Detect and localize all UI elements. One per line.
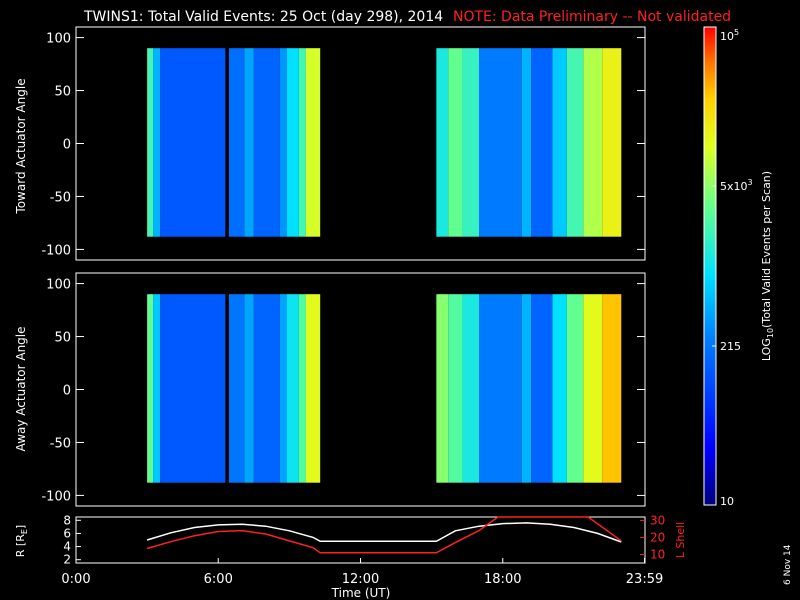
y-tick-label: -100 bbox=[41, 489, 71, 504]
y-axis-ticks: 100 50 0 -50 -100 bbox=[41, 278, 645, 504]
heatmap-column bbox=[298, 48, 306, 237]
y-tick-label: 0 bbox=[63, 384, 71, 399]
x-tick-label: 12:00 bbox=[342, 572, 379, 587]
heatmap-column bbox=[279, 294, 288, 483]
y-tick-label: 30 bbox=[650, 513, 665, 527]
heatmap-column bbox=[479, 48, 522, 237]
heatmap-column bbox=[448, 294, 463, 483]
left-y-axis-label: R [RE] bbox=[14, 525, 29, 557]
colorbar-mid-label: 5x103 bbox=[720, 178, 753, 193]
x-axis-ticks: 0:00 6:00 12:00 18:00 23:59 bbox=[61, 558, 663, 587]
heatmap-column bbox=[462, 48, 480, 237]
heatmap-column bbox=[521, 294, 532, 483]
heatmap-column bbox=[298, 294, 306, 483]
x-tick-label: 18:00 bbox=[484, 572, 521, 587]
chart-title: TWINS1: Total Valid Events: 25 Oct (day … bbox=[83, 9, 443, 25]
heatmap-column bbox=[147, 48, 154, 237]
y-axis-label: Away Actuator Angle bbox=[14, 326, 28, 451]
y-tick-label: 10 bbox=[650, 547, 665, 561]
heatmap-column bbox=[602, 48, 622, 237]
y-axis-ticks: 100 50 0 -50 -100 bbox=[41, 32, 645, 258]
heatmap-column bbox=[160, 294, 226, 483]
heatmap-column bbox=[305, 294, 321, 483]
x-tick-label: 0:00 bbox=[61, 572, 90, 587]
heatmap-column bbox=[147, 294, 154, 483]
heatmap-column bbox=[153, 294, 161, 483]
heatmap-column bbox=[305, 48, 321, 237]
y-tick-label: 6 bbox=[63, 526, 71, 540]
y-tick-label: 50 bbox=[54, 331, 71, 346]
radius-line bbox=[146, 522, 622, 543]
date-stamp: 6 Nov 14 bbox=[783, 544, 793, 585]
y-axis-label: Toward Actuator Angle bbox=[14, 78, 28, 214]
y-tick-label: 20 bbox=[650, 530, 665, 544]
y-tick-label: 50 bbox=[54, 85, 71, 100]
y-tick-label: 2 bbox=[63, 553, 71, 567]
heatmap-column bbox=[479, 294, 522, 483]
colorbar-axis-label: LOG10(Total Valid Events per Scan) bbox=[760, 171, 775, 361]
heatmap-column bbox=[531, 48, 553, 237]
heatmap-column bbox=[436, 294, 449, 483]
ephemeris-lines bbox=[146, 516, 622, 554]
x-tick-label: 6:00 bbox=[204, 572, 233, 587]
heatmap-column bbox=[583, 294, 603, 483]
y-tick-label: 4 bbox=[63, 540, 71, 554]
y-tick-label: 0 bbox=[63, 138, 71, 153]
y-tick-label: -100 bbox=[41, 243, 71, 258]
y-tick-label: 100 bbox=[46, 278, 71, 293]
heatmap-column bbox=[552, 48, 567, 237]
preliminary-note: NOTE: Data Preliminary -- Not validated bbox=[453, 9, 731, 25]
colorbar: 105 5x103 215 10 LOG10(Total Valid Event… bbox=[703, 26, 775, 508]
heatmap-column bbox=[448, 48, 463, 237]
ephemeris-plot-area bbox=[75, 516, 646, 564]
y-tick-label: -50 bbox=[50, 436, 71, 451]
heatmap-column bbox=[228, 48, 245, 237]
heatmap-column bbox=[160, 48, 226, 237]
heatmap-column bbox=[462, 294, 480, 483]
y-tick-label: 100 bbox=[46, 32, 71, 47]
heatmap-panel-toward: 100 50 0 -50 -100 Toward Actuator Angle bbox=[14, 26, 646, 261]
heatmap-column bbox=[566, 294, 584, 483]
heatmap-column bbox=[228, 294, 245, 483]
heatmap-panel-away: 100 50 0 -50 -100 Away Actuator Angle bbox=[14, 272, 646, 507]
heatmap-column bbox=[253, 48, 280, 237]
heatmap-column bbox=[552, 294, 567, 483]
colorbar-low-label: 215 bbox=[720, 340, 741, 353]
l-shell-line bbox=[146, 516, 622, 554]
heatmap-column bbox=[253, 294, 280, 483]
heatmap-column bbox=[244, 294, 254, 483]
heatmap-column bbox=[583, 48, 603, 237]
right-y-axis-ticks: 30 20 10 bbox=[640, 513, 665, 561]
colorbar-scale bbox=[703, 26, 717, 506]
heatmap-column bbox=[279, 48, 288, 237]
y-tick-label: -50 bbox=[50, 190, 71, 205]
right-y-axis-label: L Shell bbox=[674, 522, 687, 558]
colorbar-top-label: 105 bbox=[720, 28, 739, 43]
heatmap-column bbox=[436, 48, 449, 237]
colorbar-bottom-label: 10 bbox=[720, 495, 734, 508]
heatmap-column bbox=[602, 294, 622, 483]
heatmap-column bbox=[531, 294, 553, 483]
heatmap-cells bbox=[147, 294, 622, 483]
heatmap-cells bbox=[147, 48, 622, 237]
y-tick-label: 8 bbox=[63, 513, 71, 527]
heatmap-column bbox=[566, 48, 584, 237]
heatmap-column bbox=[287, 48, 299, 237]
heatmap-column bbox=[287, 294, 299, 483]
x-tick-label: 23:59 bbox=[626, 572, 663, 587]
heatmap-column bbox=[244, 48, 254, 237]
heatmap-column bbox=[521, 48, 532, 237]
x-axis-label: Time (UT) bbox=[331, 586, 391, 600]
heatmap-column bbox=[153, 48, 161, 237]
